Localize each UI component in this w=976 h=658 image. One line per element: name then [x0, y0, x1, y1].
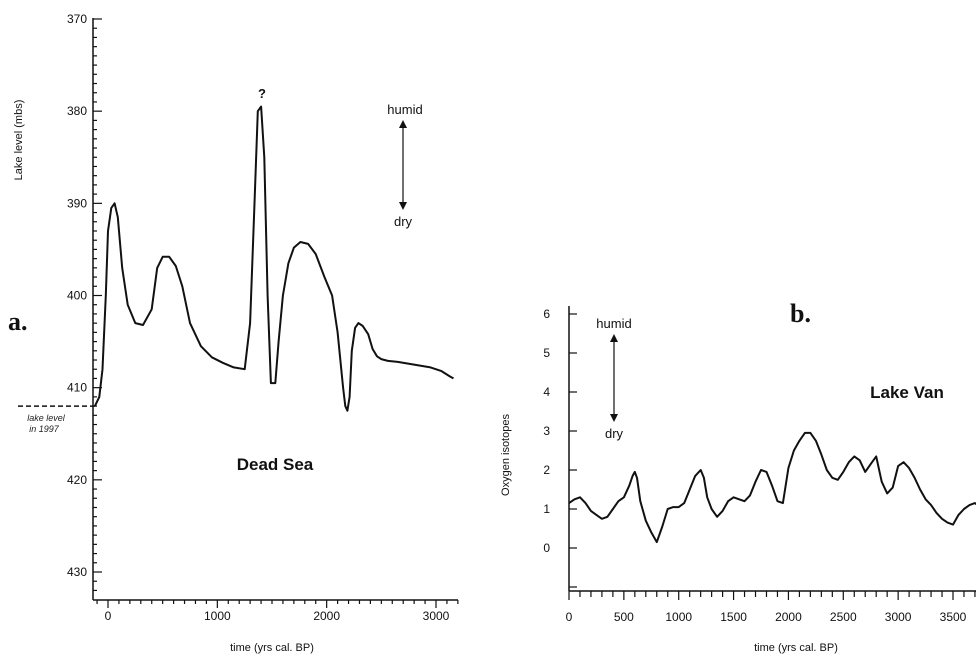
lake-level-1997-note-line-2: in 1997: [29, 424, 60, 434]
panel-b-x-tick-label: 2000: [775, 610, 802, 624]
panel-b-x-tick-label: 0: [566, 610, 573, 624]
panel-a-y-tick-label: 370: [67, 12, 87, 26]
panel-a-dead-sea: a. Lake level (mbs) time (yrs cal. BP) D…: [8, 12, 459, 654]
panel-b-y-tick-label: 1: [543, 502, 550, 516]
panel-a-y-tick-label: 390: [67, 196, 87, 210]
panel-a-humid-dry-arrow: [399, 120, 407, 210]
question-mark-annotation: ?: [258, 86, 266, 101]
panel-a-axes: 370 380 390 400 410 420 430 0 1000 2000 3000: [18, 12, 459, 623]
panel-b-x-tick-label: 3000: [885, 610, 912, 624]
lake-level-1997-note-line-1: lake level: [27, 413, 66, 423]
panel-a-y-tick-label: 420: [67, 473, 87, 487]
panel-b-y-tick-label: 5: [543, 346, 550, 360]
panel-b-x-tick-label: 3500: [940, 610, 967, 624]
panel-b-y-tick-label: 4: [543, 385, 550, 399]
panel-b-x-tick-label: 500: [614, 610, 634, 624]
panel-a-letter: a.: [8, 307, 28, 336]
panel-b-y-tick-label: 2: [543, 463, 550, 477]
panel-b-humid-label: humid: [596, 316, 631, 331]
panel-b-site-name: Lake Van: [870, 383, 944, 402]
dead-sea-lake-level-line: [93, 105, 454, 412]
panel-b-letter: b.: [790, 299, 811, 328]
panel-a-x-tick-label: 0: [105, 609, 112, 623]
panel-b-dry-label: dry: [605, 426, 624, 441]
panel-b-lake-van: b. Oxygen isotopes time (yrs cal. BP) La…: [500, 299, 976, 654]
panel-a-y-tick-label: 410: [67, 381, 87, 395]
panel-a-x-tick-label: 3000: [423, 609, 450, 623]
panel-b-y-tick-label: 6: [543, 307, 550, 321]
panel-a-y-tick-label: 430: [67, 565, 87, 579]
panel-b-y-tick-label: 3: [543, 424, 550, 438]
panel-a-y-axis-label: Lake level (mbs): [13, 100, 25, 181]
panel-b-x-tick-label: 2500: [830, 610, 857, 624]
panel-b-y-tick-label: 0: [543, 541, 550, 555]
panel-b-x-tick-label: 1500: [720, 610, 747, 624]
panel-b-humid-dry-arrow: [610, 334, 618, 422]
panel-a-dry-label: dry: [394, 214, 413, 229]
panel-b-series: [568, 431, 976, 544]
panel-a-x-tick-label: 2000: [313, 609, 340, 623]
panel-b-x-tick-label: 1000: [665, 610, 692, 624]
panel-a-site-name: Dead Sea: [237, 455, 314, 474]
panel-a-series: [93, 105, 454, 412]
panel-b-y-axis-label: Oxygen isotopes: [500, 414, 512, 496]
lake-van-oxygen-isotope-line: [568, 431, 976, 544]
panel-a-y-tick-label: 380: [67, 104, 87, 118]
panel-b-axes: 0 1 2 3 4 5 6 0 500 1000 1500 2000 2500 3000 3500: [543, 306, 976, 624]
panel-a-humid-label: humid: [387, 102, 422, 117]
panel-a-x-axis-label: time (yrs cal. BP): [230, 642, 314, 654]
panel-a-y-tick-label: 400: [67, 289, 87, 303]
panel-a-x-tick-label: 1000: [204, 609, 231, 623]
panel-b-x-axis-label: time (yrs cal. BP): [754, 642, 838, 654]
